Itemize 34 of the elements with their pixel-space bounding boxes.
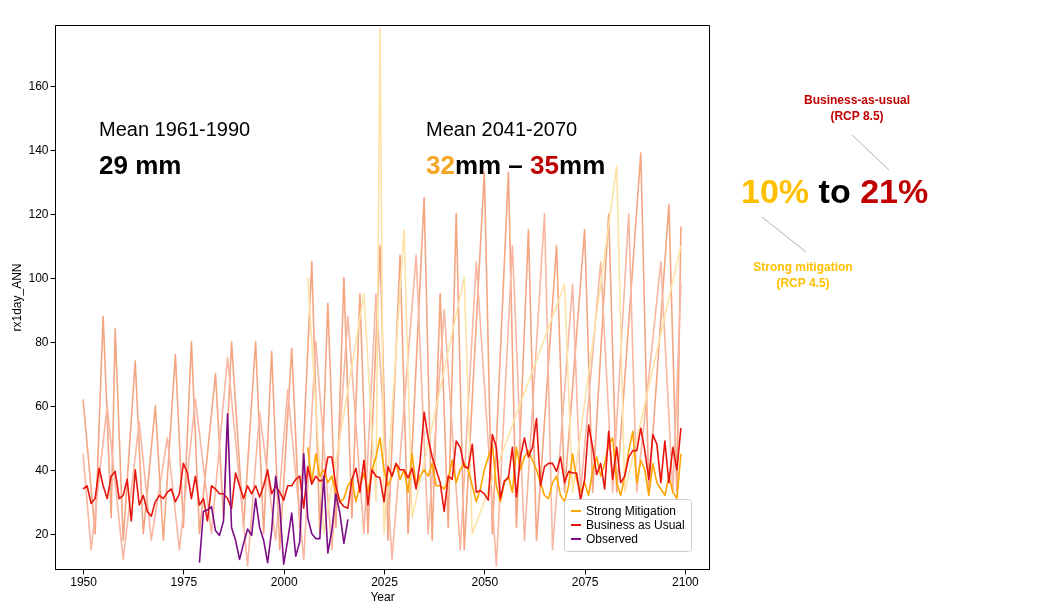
x-tick-label: 1975	[170, 574, 198, 589]
annotation: mm –	[454, 150, 523, 180]
x-tick-label: 2075	[571, 574, 599, 589]
legend-label: Business as Usual	[586, 518, 685, 532]
legend-label: Strong Mitigation	[586, 504, 677, 518]
y-tick-label: 60	[35, 399, 49, 414]
y-tick-label: 160	[28, 79, 49, 94]
text: (RCP 4.5)	[776, 276, 830, 290]
x-tick-label: 2000	[270, 574, 298, 589]
x-tick-label: 2100	[672, 574, 700, 589]
annotation: Mean 1961-1990	[99, 118, 251, 140]
text: to	[818, 172, 851, 210]
text: 10%	[741, 172, 810, 210]
y-tick-label: 140	[28, 143, 49, 158]
y-tick-label: 120	[28, 207, 49, 222]
y-tick-label: 80	[35, 335, 49, 350]
y-tick-label: 20	[35, 527, 49, 542]
text: 21%	[860, 172, 929, 210]
legend-label: Observed	[586, 532, 639, 546]
x-tick-label: 2025	[371, 574, 399, 589]
text: (RCP 8.5)	[830, 109, 884, 123]
x-axis-title: Year	[370, 589, 395, 604]
annotation: 35	[530, 150, 560, 180]
x-tick-label: 1950	[70, 574, 98, 589]
y-tick-label: 100	[28, 271, 49, 286]
y-axis-title: rx1day_ANN	[10, 263, 25, 332]
y-tick-label: 40	[35, 463, 49, 478]
annotation: 29 mm	[99, 150, 182, 180]
x-tick-label: 2050	[471, 574, 499, 589]
annotation: mm	[559, 150, 606, 180]
text: Business-as-usual	[803, 93, 911, 107]
annotation: Mean 2041-2070	[426, 118, 578, 140]
text: Strong mitigation	[753, 260, 853, 274]
annotation: 32	[426, 150, 455, 180]
